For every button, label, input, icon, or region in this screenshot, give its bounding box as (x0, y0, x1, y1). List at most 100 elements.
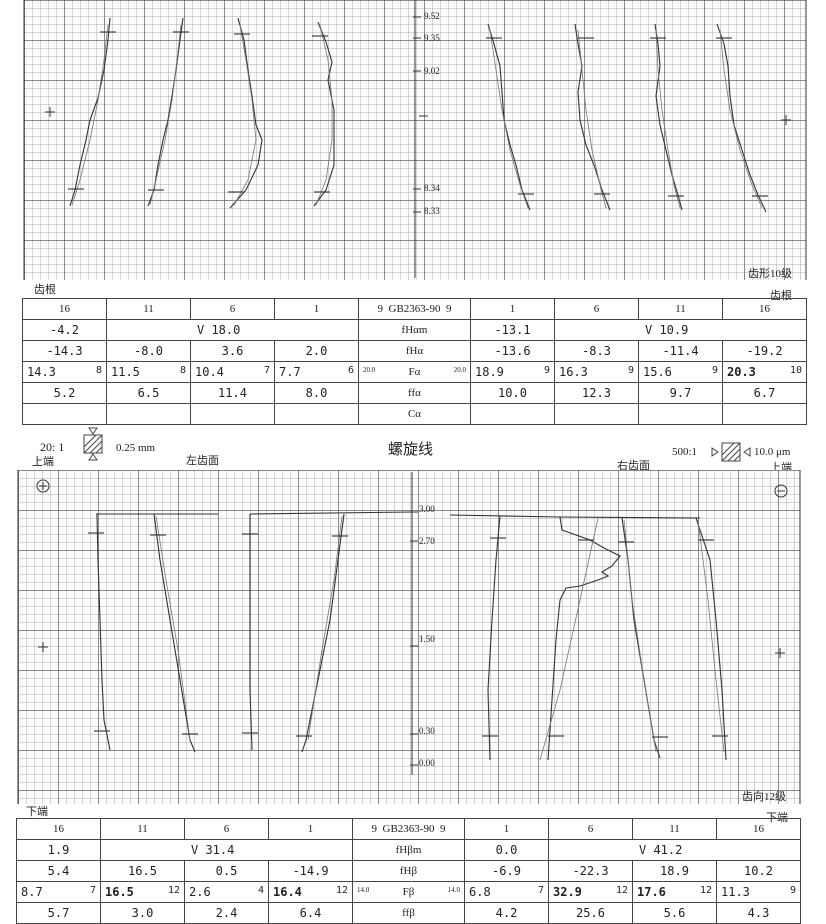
circle-plus-icon (36, 479, 50, 493)
lead-grade-label: 齿向12级 (742, 791, 786, 803)
lead-right-flank: 右齿面 (617, 460, 650, 472)
profile-crosshair-right (781, 115, 791, 125)
lead-scale-left: 20: 1 (40, 440, 65, 454)
lead-col-standard: 9 GB2363-90 9 (352, 818, 465, 840)
profile-ref-left-16 (71, 24, 109, 206)
lead-tick-0-00: 0.00 (419, 758, 435, 768)
lead-cell: 2.4 (184, 902, 269, 924)
profile-cell: 10.4 7 (190, 361, 275, 383)
profile-header-row: 16 11 6 1 9 GB2363-90 9 1 6 11 16 (22, 298, 807, 320)
lead-cell: 6.8 7 (464, 881, 549, 903)
lead-tick-1-50: 1.50 (419, 634, 435, 644)
lead-cell: -6.9 (464, 860, 549, 882)
lead-row-fhbm: 1.9 V 31.4 fHβm 0.0 V 41.2 (16, 839, 801, 861)
lead-col-16-right: 16 (716, 818, 801, 840)
lead-crosshairs (38, 642, 785, 658)
circle-minus-icon (774, 484, 788, 498)
hatched-box-icon-left (83, 427, 103, 461)
lead-cell: 3.0 (100, 902, 185, 924)
lead-col-6-left: 6 (184, 818, 269, 840)
lead-param: ffβ (352, 902, 465, 924)
lead-tick-2-70: 2.70 (419, 536, 435, 546)
lead-tick-3-00: 3.00 (419, 504, 435, 514)
lead-top-left: 上端 (32, 456, 54, 468)
lead-row-ffb: 5.7 3.0 2.4 6.4 ffβ 4.2 25.6 5.6 4.3 (16, 902, 801, 924)
profile-param: Cα (358, 403, 471, 425)
lead-curve-right-6 (547, 516, 621, 761)
lead-cell: 0.0 (464, 839, 549, 861)
lead-cell: 5.4 (16, 860, 101, 882)
lead-cell: 32.9 12 (548, 881, 633, 903)
lead-cell: V 41.2 (548, 839, 801, 861)
lead-cell: 0.5 (184, 860, 269, 882)
profile-curve-left-6 (229, 17, 263, 209)
lead-cell: 17.6 12 (632, 881, 717, 903)
lead-cell: 16.5 12 (100, 881, 185, 903)
lead-scale-right: 500:1 (672, 446, 698, 458)
lead-cell: 5.7 (16, 902, 101, 924)
lead-cell: 1.9 (16, 839, 101, 861)
lead-cell: 6.4 (268, 902, 353, 924)
lead-curve-left-1 (301, 513, 345, 753)
lead-cell: 11.3 9 (716, 881, 801, 903)
lead-col-11-right: 11 (632, 818, 717, 840)
lead-cell: -22.3 (548, 860, 633, 882)
profile-cell: -19.2 (722, 340, 807, 362)
lead-cell: 10.2 (716, 860, 801, 882)
lead-cell: 25.6 (548, 902, 633, 924)
profile-tick-9-52: 9.52 (424, 11, 440, 21)
profile-curve-left-1 (313, 21, 335, 207)
lead-cell: -14.9 (268, 860, 353, 882)
lead-cell: 2.6 4 (184, 881, 269, 903)
lead-left-flank: 左齿面 (186, 455, 219, 467)
lead-bottom-left: 下端 (26, 806, 48, 818)
lead-curve-right-16 (695, 517, 727, 761)
lead-cell: 5.6 (632, 902, 717, 924)
lead-cell: 4.3 (716, 902, 801, 924)
lead-col-16-left: 16 (16, 818, 101, 840)
lead-cell: 16.5 (100, 860, 185, 882)
profile-cell: -14.3 (22, 340, 107, 362)
profile-tick-8-33: 8.33 (424, 206, 440, 216)
hatched-box-icon-right (711, 442, 751, 462)
lead-curve-left-6 (249, 514, 253, 751)
lead-param: fHβ (352, 860, 465, 882)
profile-curve-left-16 (69, 17, 111, 207)
lead-header-row: 16 11 6 1 9 GB2363-90 9 1 6 11 16 (16, 818, 801, 840)
profile-crosshair-left (45, 107, 55, 117)
profile-tick-9-35: 9.35 (424, 33, 440, 43)
lead-param: fHβm (352, 839, 465, 861)
profile-table: 16 11 6 1 9 GB2363-90 9 1 6 11 16 -4.2 V… (22, 298, 807, 425)
profile-grade-label: 齿形10级 (748, 268, 792, 280)
lead-row-fb-total: 8.7 7 16.5 12 2.6 4 16.4 12 14.0 Fβ 14.0 6.8 7 … (16, 881, 801, 903)
profile-curve-right-11 (654, 23, 683, 211)
profile-cell: V 10.9 (554, 319, 807, 341)
profile-curves (68, 17, 768, 213)
lead-col-1-left: 1 (268, 818, 353, 840)
lead-col-11-left: 11 (100, 818, 185, 840)
profile-param: fHαm (358, 319, 471, 341)
profile-row-ca: Cα (22, 403, 807, 425)
lead-cell: 8.7 7 (16, 881, 101, 903)
lead-chart-grid (18, 470, 800, 804)
profile-row-ffa: 5.2 6.5 11.4 8.0 ffα 10.0 12.3 9.7 6.7 (22, 382, 807, 404)
profile-cell: 20.3 10 (722, 361, 807, 383)
lead-curves (88, 511, 728, 761)
lead-curve-left-16 (96, 513, 111, 751)
lead-curve-right-1 (487, 515, 501, 761)
lead-scale-left-mm: 0.25 mm (116, 442, 156, 454)
profile-cell: 6.7 (722, 382, 807, 404)
lead-col-1-right: 1 (464, 818, 549, 840)
lead-cell: 18.9 (632, 860, 717, 882)
profile-row-fham: -4.2 V 18.0 fHαm -13.1 V 10.9 (22, 319, 807, 341)
profile-tick-9-02: 9.02 (424, 66, 440, 76)
lead-row-fhb: 5.4 16.5 0.5 -14.9 fHβ -6.9 -22.3 18.9 1… (16, 860, 801, 882)
profile-tick-8-34: 8.34 (424, 183, 440, 193)
lead-cell: 16.4 12 (268, 881, 353, 903)
lead-cell: V 31.4 (100, 839, 353, 861)
lead-table: 16 11 6 1 9 GB2363-90 9 1 6 11 16 1.9 V … (16, 818, 801, 924)
lead-col-6-right: 6 (548, 818, 633, 840)
lead-curve-left-11 (153, 513, 196, 753)
